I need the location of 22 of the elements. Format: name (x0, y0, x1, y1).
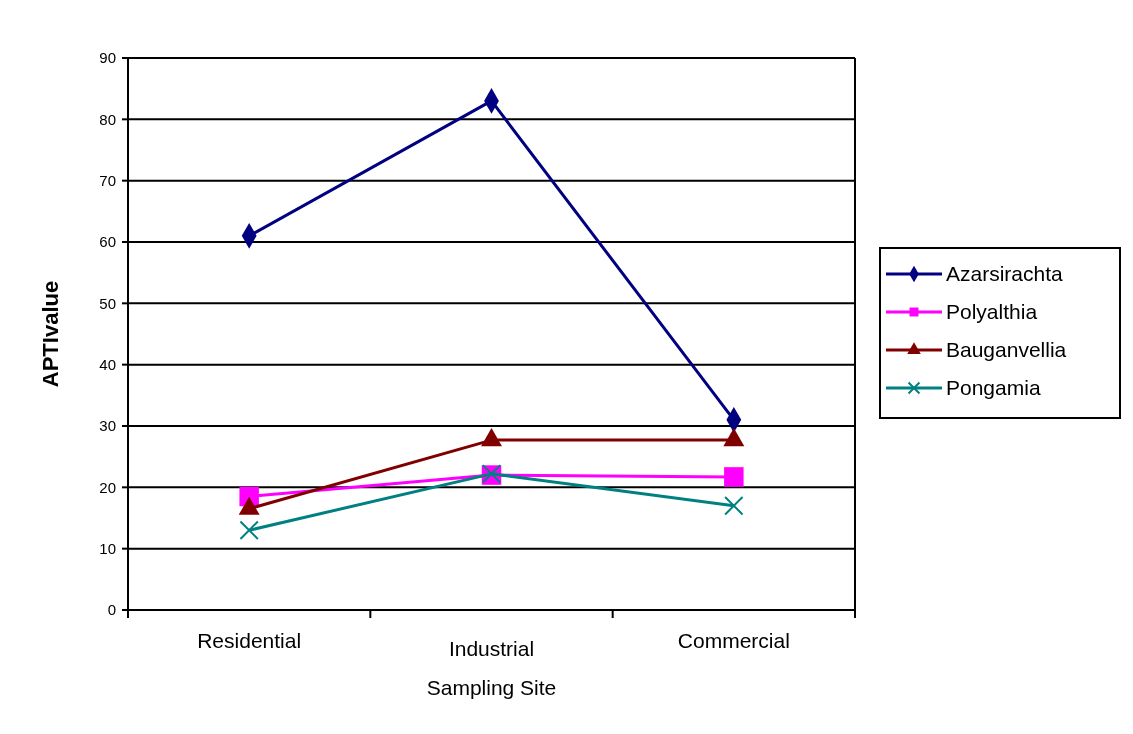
legend-label: Azarsirachta (946, 262, 1064, 286)
y-tick-label: 60 (99, 233, 116, 251)
legend-label: Pongamia (946, 376, 1041, 400)
point (724, 496, 744, 516)
x-tick-label: Industrial (448, 637, 535, 660)
y-tick-label: 70 (99, 171, 116, 189)
y-tick-label: 90 (99, 49, 116, 67)
x-axis-title: Sampling Site (426, 676, 557, 699)
legend-label: Bauganvellia (946, 338, 1067, 362)
x-tick-label: Residential (197, 629, 302, 652)
y-tick-label: 40 (99, 355, 116, 373)
y-tick-label: 30 (99, 417, 116, 435)
y-axis-title: APTIvalue (38, 280, 63, 388)
y-tick-label: 10 (99, 539, 116, 557)
legend-label: Polyalthia (946, 300, 1038, 324)
y-tick-label: 20 (99, 478, 116, 496)
point (724, 467, 744, 487)
y-tick-label: 80 (99, 110, 116, 128)
y-tick-label: 0 (107, 601, 116, 619)
point (239, 520, 259, 540)
y-tick-label: 50 (99, 294, 116, 312)
x-tick-label: Commercial (677, 629, 790, 652)
